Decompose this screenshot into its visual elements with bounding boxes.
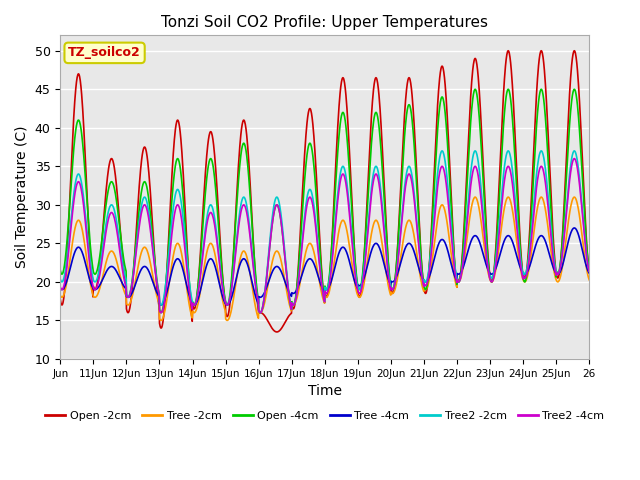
Open -4cm (256, 310, 264, 315)
Open -2cm (579, 170, 587, 176)
Line: Tree2 -4cm: Tree2 -4cm (60, 158, 589, 312)
Line: Open -2cm: Open -2cm (60, 51, 589, 332)
Tree2 -2cm (301, 210, 308, 216)
Tree2 -4cm (527, 240, 535, 246)
Tree -4cm (301, 263, 308, 269)
Tree2 -2cm (56, 276, 64, 282)
Tree -2cm (139, 246, 147, 252)
Open -4cm (139, 181, 147, 187)
Open -2cm (56, 297, 64, 302)
Tree -2cm (527, 250, 535, 256)
Y-axis label: Soil Temperature (C): Soil Temperature (C) (15, 126, 29, 268)
Tree2 -2cm (471, 148, 479, 154)
Open -2cm (504, 48, 512, 54)
Open -2cm (311, 148, 319, 154)
Tree -2cm (56, 292, 64, 298)
Title: Tonzi Soil CO2 Profile: Upper Temperatures: Tonzi Soil CO2 Profile: Upper Temperatur… (161, 15, 488, 30)
Tree2 -2cm (139, 196, 147, 202)
Line: Open -4cm: Open -4cm (60, 89, 589, 312)
Tree2 -2cm (449, 250, 457, 255)
Tree -4cm (586, 270, 593, 276)
Line: Tree -2cm: Tree -2cm (60, 197, 589, 320)
Open -2cm (301, 146, 308, 152)
Line: Tree2 -2cm: Tree2 -2cm (60, 151, 589, 312)
Open -4cm (301, 173, 308, 179)
Tree -4cm (139, 264, 147, 270)
Tree2 -4cm (157, 310, 165, 315)
Tree -4cm (157, 302, 165, 308)
Open -4cm (527, 213, 535, 219)
Tree -2cm (157, 317, 165, 323)
Open -4cm (579, 186, 587, 192)
Tree -4cm (570, 225, 578, 231)
Text: TZ_soilco2: TZ_soilco2 (68, 47, 141, 60)
Tree -2cm (449, 268, 457, 274)
Tree -4cm (56, 286, 64, 291)
Tree -4cm (311, 263, 319, 269)
Open -2cm (449, 240, 457, 245)
Tree -2cm (311, 253, 319, 259)
Tree -4cm (579, 250, 587, 256)
Open -4cm (586, 267, 593, 273)
Tree -2cm (301, 253, 308, 259)
Tree2 -4cm (56, 284, 64, 290)
Tree2 -4cm (570, 156, 578, 161)
Tree2 -2cm (579, 215, 587, 220)
Line: Tree -4cm: Tree -4cm (60, 228, 589, 305)
Tree2 -2cm (256, 310, 264, 315)
Open -4cm (449, 243, 457, 249)
Tree2 -4cm (449, 256, 457, 262)
Tree -2cm (586, 277, 593, 283)
Open -4cm (311, 175, 319, 180)
Open -2cm (586, 270, 593, 276)
Legend: Open -2cm, Tree -2cm, Open -4cm, Tree -4cm, Tree2 -2cm, Tree2 -4cm: Open -2cm, Tree -2cm, Open -4cm, Tree -4… (41, 407, 609, 425)
Tree2 -2cm (586, 268, 593, 274)
Open -2cm (527, 197, 535, 203)
Tree2 -4cm (139, 204, 147, 210)
Tree2 -4cm (586, 268, 593, 274)
Tree2 -4cm (579, 218, 587, 224)
Open -4cm (471, 86, 479, 92)
Open -4cm (56, 267, 64, 273)
Tree -2cm (579, 240, 587, 246)
Tree2 -4cm (311, 217, 319, 223)
Tree -4cm (527, 259, 535, 265)
Tree2 -2cm (527, 229, 535, 235)
Tree2 -2cm (311, 211, 319, 217)
Tree -4cm (449, 269, 457, 275)
Open -2cm (139, 148, 147, 154)
Open -2cm (273, 329, 280, 335)
X-axis label: Time: Time (308, 384, 342, 398)
Tree2 -4cm (301, 216, 308, 222)
Tree -2cm (471, 194, 479, 200)
